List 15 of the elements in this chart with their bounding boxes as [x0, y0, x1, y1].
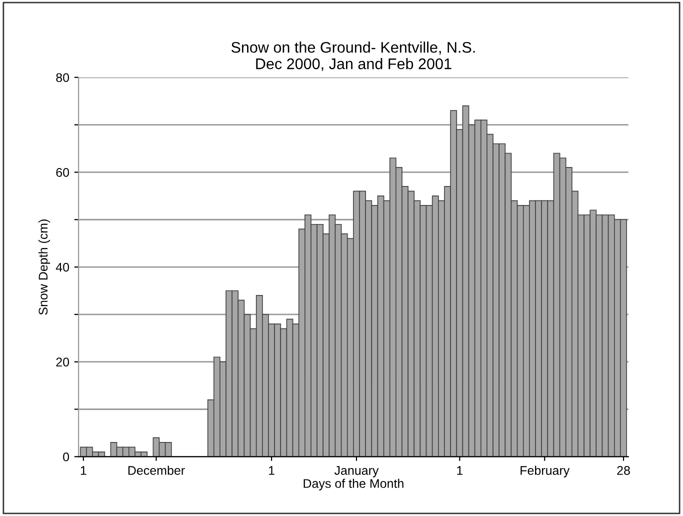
y-tick-label: 0	[63, 452, 70, 462]
x-tick-label: 1	[80, 466, 86, 475]
x-tick-label: January	[334, 466, 379, 478]
x-tick-label: 28	[617, 466, 630, 475]
y-tick-label: 80	[56, 73, 70, 82]
y-tick-label: 20	[56, 358, 70, 366]
x-tick-label: December	[128, 466, 185, 475]
chart-title: Snow on the Ground- Kentville, N.S. Dec 2000, Jan and Feb 2001	[231, 42, 475, 72]
x-tick-label: February	[520, 466, 570, 478]
y-tick-label: 40	[56, 262, 70, 272]
y-axis-title: Snow Depth (cm)	[38, 220, 50, 315]
x-tick-label: 1	[269, 466, 274, 475]
x-axis-title: Days of the Month	[304, 478, 404, 490]
y-tick-label: 60	[56, 168, 70, 177]
x-tick-label: 1	[457, 466, 463, 475]
